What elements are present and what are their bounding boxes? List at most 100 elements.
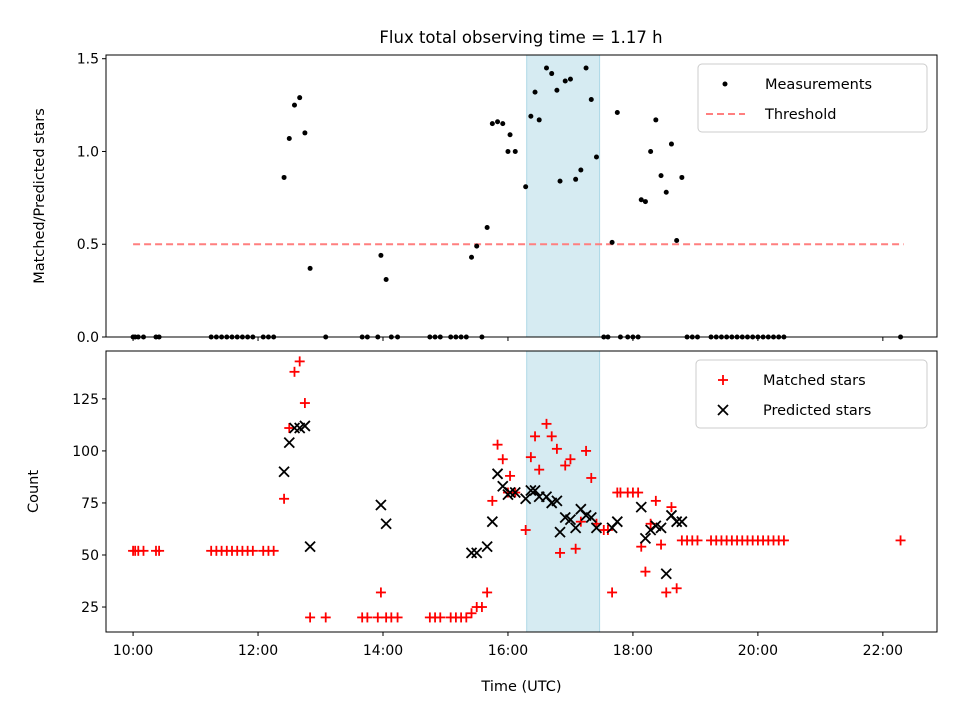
matched-point	[534, 464, 545, 475]
measurement-point	[668, 141, 674, 147]
measurement-point	[512, 148, 518, 154]
predicted-point	[520, 493, 532, 505]
predicted-point	[529, 484, 541, 497]
matched-point	[520, 525, 531, 536]
measurement-point	[549, 71, 555, 77]
predicted-point	[676, 516, 688, 528]
matched-point	[247, 545, 258, 556]
top-legend	[697, 63, 928, 133]
bottom-y-tick-label: 100	[72, 444, 99, 460]
matched-point	[692, 535, 703, 546]
top-y-tick-label: 0.0	[77, 330, 99, 346]
matched-point	[551, 443, 562, 454]
matched-point	[656, 539, 667, 550]
legend-predicted-marker	[717, 404, 729, 416]
legend-label: Measurements	[765, 77, 872, 93]
predicted-point	[635, 501, 647, 513]
predicted-point	[504, 486, 516, 499]
measurement-point	[297, 95, 303, 101]
matched-point	[375, 587, 386, 598]
legend-label: Predicted stars	[763, 403, 871, 419]
matched-point	[482, 587, 493, 598]
matched-point	[289, 366, 300, 377]
measurement-point	[578, 167, 584, 173]
measurement-point	[378, 252, 384, 258]
measurement-point	[474, 243, 480, 249]
bottom-y-axis-label: Count	[26, 470, 42, 513]
measurement-point	[383, 276, 389, 282]
matched-point	[607, 587, 618, 598]
predicted-point	[288, 422, 301, 434]
predicted-point	[375, 499, 387, 511]
matched-point	[525, 452, 536, 463]
measurement-point	[554, 87, 560, 93]
bottom-y-tick-label: 125	[72, 392, 99, 408]
matched-point	[565, 454, 576, 465]
measurement-point	[557, 178, 563, 184]
x-tick-label: 22:00	[863, 643, 903, 659]
matched-point	[435, 612, 446, 623]
top-highlight-span	[526, 54, 601, 338]
top-panel: 0.0 0.5 1.0 1.5 Matched/Predicted stars Measu…	[32, 52, 938, 346]
measurement-point	[505, 148, 511, 154]
predicted-point	[585, 511, 597, 524]
matched-point	[671, 583, 682, 594]
matched-point	[294, 356, 305, 367]
matched-point	[530, 431, 541, 442]
matched-point	[895, 535, 906, 546]
matched-point	[268, 545, 279, 556]
measurement-point	[536, 117, 542, 123]
measurement-point	[562, 78, 568, 84]
matched-point	[581, 445, 592, 456]
predicted-point	[660, 568, 672, 580]
top-y-tick-label: 0.5	[77, 237, 99, 253]
matched-point	[505, 470, 516, 481]
matched-point	[461, 612, 472, 623]
bottom-y-tick-label: 50	[81, 548, 99, 564]
matched-point	[284, 423, 295, 434]
measurement-point	[469, 254, 475, 260]
measurement-point	[583, 65, 589, 71]
matched-point	[320, 612, 331, 623]
bottom-axes-frame	[105, 350, 938, 633]
matched-point	[305, 612, 316, 623]
measurement-point	[653, 117, 659, 123]
matched-point	[487, 495, 498, 506]
measurement-point	[573, 176, 579, 182]
bottom-series-2	[278, 420, 688, 580]
measurement-point	[307, 265, 313, 271]
measurement-point	[500, 121, 506, 127]
top-axes-frame	[105, 54, 938, 338]
measurement-point	[588, 97, 594, 103]
predicted-point	[481, 541, 493, 553]
predicted-point	[486, 516, 498, 528]
predicted-point	[304, 541, 316, 553]
predicted-point	[564, 513, 577, 526]
measurement-point	[648, 148, 654, 154]
measurement-point	[281, 174, 287, 180]
predicted-point	[278, 466, 290, 478]
measurement-point	[286, 135, 292, 141]
legend-label: Matched stars	[763, 373, 866, 389]
matched-point	[778, 535, 789, 546]
top-y-axis-label: Matched/Predicted stars	[32, 108, 48, 284]
top-y-tick-label: 1.0	[77, 144, 99, 160]
matched-point	[299, 398, 310, 409]
measurement-point	[593, 154, 599, 160]
measurement-point	[302, 130, 308, 136]
predicted-point	[380, 518, 392, 530]
measurement-point	[638, 197, 644, 203]
matched-point	[362, 612, 373, 623]
measurement-point	[609, 239, 615, 245]
measurement-point	[528, 113, 534, 119]
predicted-point	[299, 420, 311, 432]
matched-point	[640, 566, 651, 577]
measurement-point	[642, 199, 648, 205]
matched-point	[633, 487, 644, 498]
top-y-tick-label: 1.5	[77, 52, 99, 68]
legend-label: Threshold	[764, 107, 836, 123]
matched-point	[666, 502, 677, 513]
legend-measurement-marker	[722, 81, 728, 87]
measurement-point	[567, 76, 573, 82]
